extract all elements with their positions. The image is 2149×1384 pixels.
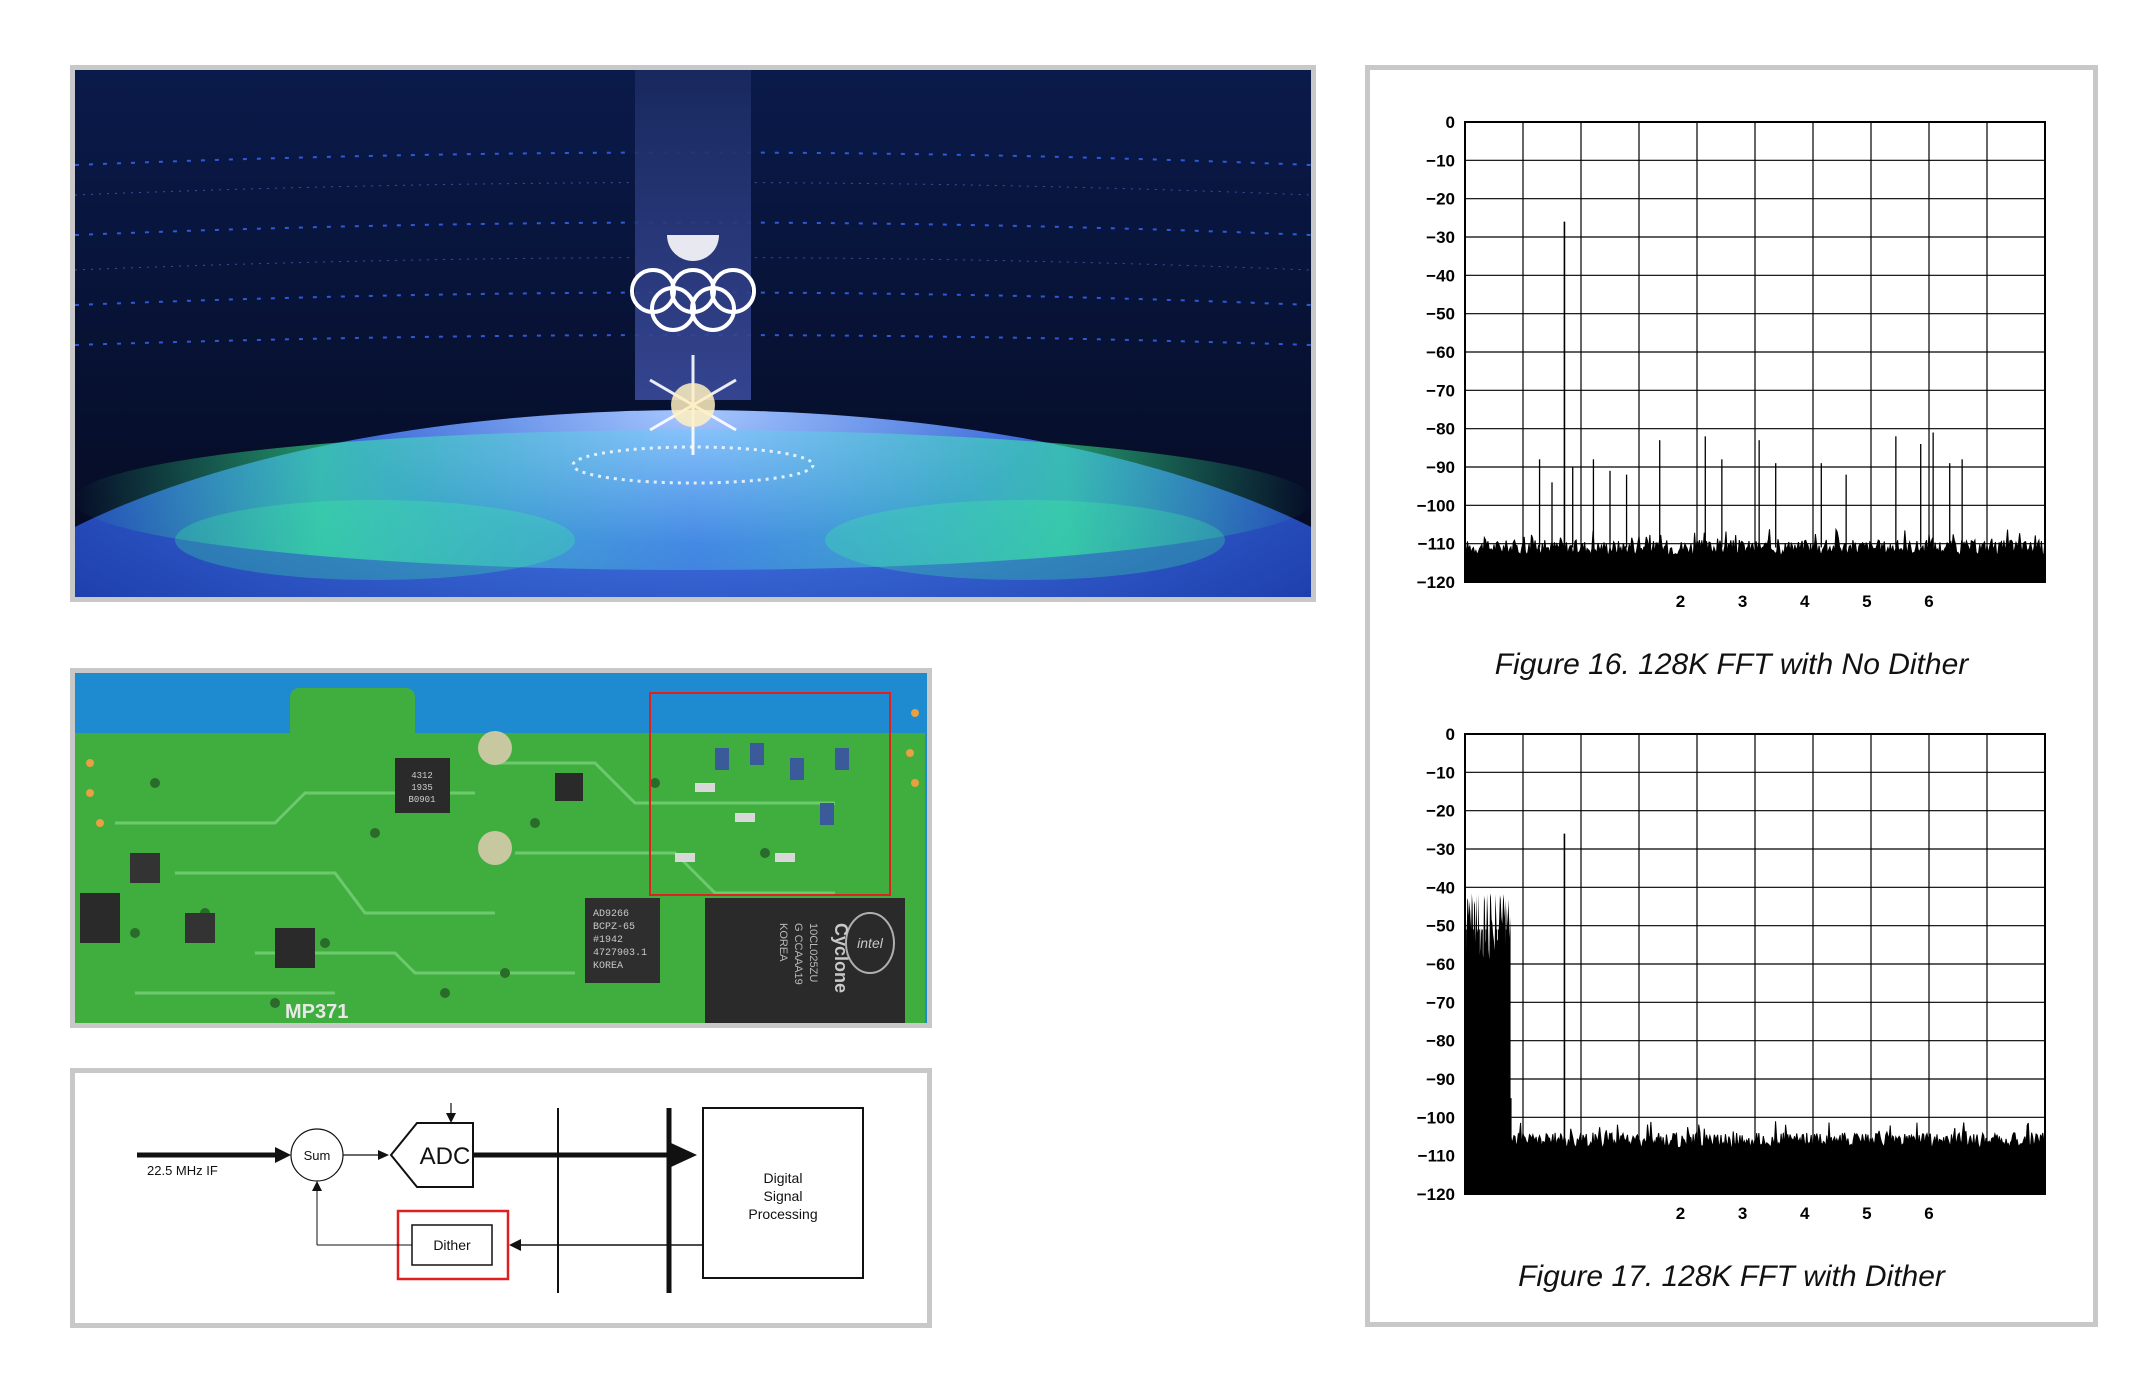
y-tick-label: −80 [1426,1032,1455,1051]
y-tick-label: −90 [1426,458,1455,477]
dsp-label-line-2: Signal [764,1188,803,1204]
fft-chart-no-dither: 0 −10 −20 −30 −40 −50 −60 −70 −80 −90 −100 −110 −120… [1417,113,2046,611]
y-tick-label: −70 [1426,381,1455,400]
small-chip-line-3: B0901 [408,795,435,805]
input-label: 22.5 MHz IF [147,1163,218,1178]
y-tick-label: −60 [1426,343,1455,362]
dsp-block [702,1107,864,1279]
fft-figures-panel: 0 −10 −20 −30 −40 −50 −60 −70 −80 −90 −100 −110 −120… [1365,65,2098,1327]
input-arrow-icon [275,1147,291,1163]
y-tick-label: −10 [1426,763,1455,782]
x-tick-label: 6 [1924,592,1933,611]
y-tick-label: −20 [1426,802,1455,821]
x-tick-label: 3 [1738,592,1747,611]
y-tick-label: −20 [1426,190,1455,209]
dither-label: Dither [433,1237,471,1253]
y-tick-label: −50 [1426,305,1455,324]
y-tick-label: −110 [1418,535,1455,554]
fig16-caption: Figure 16. 128K FFT with No Dither [1494,648,1969,681]
adc-chip-line-4: 4727903.1 [593,948,647,959]
y-tick-label: −60 [1426,955,1455,974]
x-tick-label: 5 [1862,1204,1871,1223]
pcb-photo: 4312 1935 B0901 AD9266 BCPZ-65 #1942 472… [70,668,932,1028]
y-tick-label: 0 [1446,725,1455,744]
y-tick-label: −90 [1426,1070,1455,1089]
y-tick-label: −120 [1417,1185,1455,1204]
dither-block-diagram: 22.5 MHz IF Sum ADC Digital Signal Proce… [70,1068,932,1328]
y-tick-label: −10 [1426,151,1455,170]
bus-arrow-icon [671,1143,697,1167]
fpga-origin-text: KOREA [777,923,789,962]
y-tick-label: −100 [1417,1108,1455,1127]
fpga-part-text: 10CL025ZU [807,923,819,982]
regulator-label: MP371 [285,1001,348,1023]
noise-floor-fill [1510,1121,2046,1195]
olympic-ceremony-photo [70,65,1316,602]
x-tick-label: 2 [1676,1204,1685,1223]
fpga-code-text: G CCAAA19 [792,923,804,985]
intel-logo-text: intel [857,935,884,951]
fig17-caption: Figure 17. 128K FFT with Dither [1518,1260,1945,1293]
fft-chart-with-dither: 0 −10 −20 −30 −40 −50 −60 −70 −80 −90 −100 −110 −120… [1417,725,2046,1223]
y-tick-label: −70 [1426,993,1455,1012]
y-tick-label: −40 [1426,878,1455,897]
adc-chip-line-1: AD9266 [593,909,629,920]
pcb-highlight-box [649,692,891,896]
y-tick-label: 0 [1446,113,1455,132]
dsp-label-line-3: Processing [748,1206,817,1222]
x-tick-label: 6 [1924,1204,1933,1223]
x-tick-label: 4 [1800,1204,1810,1223]
x-tick-label: 5 [1862,592,1871,611]
dsp-label-line-1: Digital [764,1170,803,1186]
y-tick-label: −30 [1426,840,1455,859]
adc-chip-line-3: #1942 [593,935,623,946]
y-tick-label: −120 [1417,573,1455,592]
noise-floor [1510,1121,2046,1195]
x-tick-label: 4 [1800,592,1810,611]
dither-noise-band [1465,893,1512,1194]
y-tick-label: −30 [1426,228,1455,247]
dither-block [411,1224,493,1266]
adc-chip-line-5: KOREA [593,961,623,972]
y-tick-label: −100 [1417,496,1455,515]
x-tick-label: 2 [1676,592,1685,611]
adc-label: ADC [420,1143,471,1170]
y-tick-label: −50 [1426,917,1455,936]
x-tick-label: 3 [1738,1204,1747,1223]
adc-chip-line-2: BCPZ-65 [593,922,635,933]
y-tick-label: −110 [1418,1147,1455,1166]
small-chip-line-2: 1935 [411,783,433,793]
small-chip-line-1: 4312 [411,771,433,781]
y-tick-label: −80 [1426,420,1455,439]
fpga-brand-text: Cyclone [831,923,851,993]
sum-label: Sum [304,1148,331,1163]
y-tick-label: −40 [1426,266,1455,285]
